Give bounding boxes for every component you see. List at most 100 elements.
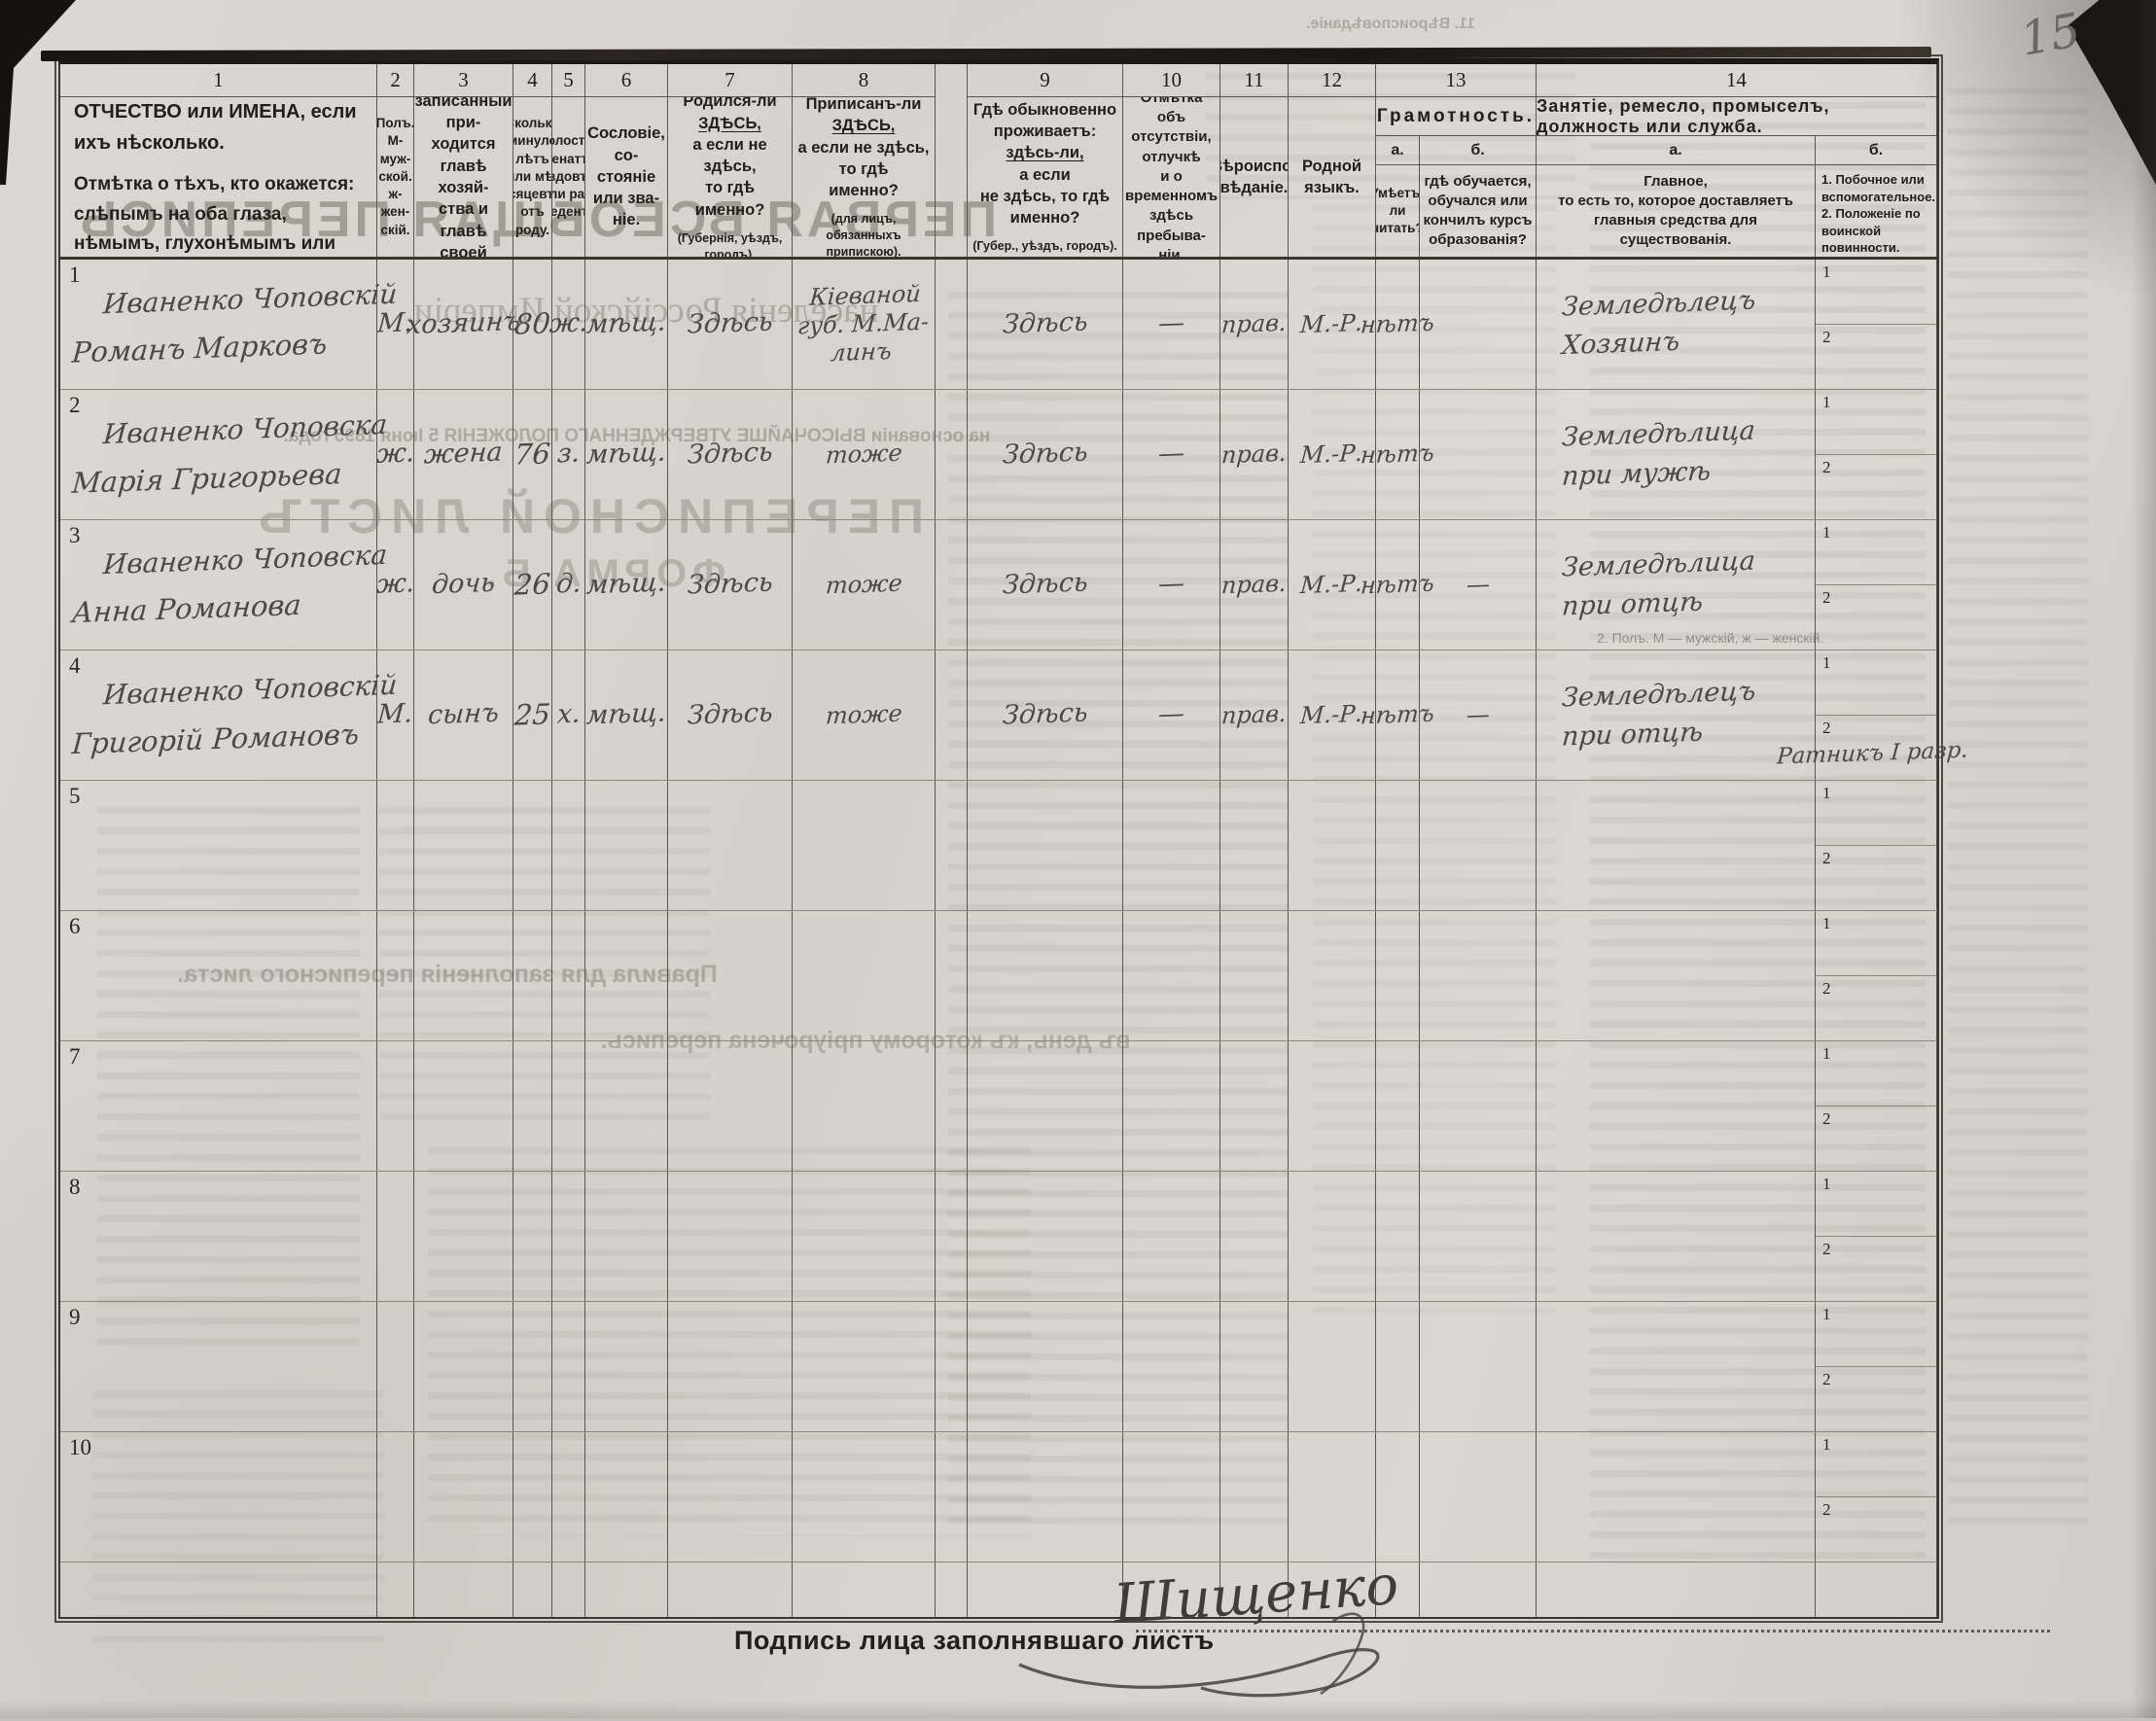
- header-occupation-b-label: б.: [1816, 136, 1937, 165]
- subrow-label: 1: [1822, 523, 1831, 542]
- cell-residence: Здѣсь: [968, 390, 1123, 519]
- entry-occupation-line1: Земледѣлица: [1561, 545, 1756, 583]
- occupation-side-subrow-1: 1: [1816, 781, 1936, 845]
- strip-cell: [513, 1563, 552, 1617]
- strip-cell: [1123, 1563, 1220, 1617]
- cell-religion: [1220, 1041, 1289, 1171]
- cell-residence: Здѣсь: [968, 520, 1123, 650]
- subrow-label: 2: [1822, 849, 1831, 867]
- cell-age: [513, 1432, 552, 1562]
- header-relation: Какъ записанный при- ходится главѣ хозяй…: [414, 97, 513, 257]
- table-row: 1 Иваненко Чоповскій Романъ Марковъ М. х…: [60, 260, 1937, 390]
- cell-age: 25: [513, 650, 552, 780]
- entry-registration: тоже: [824, 699, 903, 730]
- cell-residence: [968, 1302, 1123, 1431]
- occupation-side-subrow-1: 1: [1816, 520, 1936, 584]
- table-row: 6 1 2: [60, 911, 1937, 1041]
- column-number: 8: [793, 64, 936, 97]
- cell-literacy-reads: [1376, 1432, 1420, 1562]
- table-header: 1 2 3 4 5 6 7 8 9 10 11 12 13 14 ФАМИЛІЯ…: [60, 64, 1937, 260]
- entry-registration: тоже: [824, 439, 903, 470]
- strip-cell: [377, 1563, 414, 1617]
- row-number: 3: [69, 523, 81, 547]
- cell-marital: [552, 1432, 585, 1562]
- entry-birthplace: Здѣсь: [686, 306, 774, 340]
- cell-occupation-side: 1 2: [1816, 1302, 1937, 1431]
- table-row: 10 1 2: [60, 1432, 1937, 1563]
- cell-absence: —: [1123, 390, 1220, 519]
- entry-registration: тоже: [824, 569, 903, 600]
- strip-cell: [793, 1563, 936, 1617]
- cell-relation: дочь: [414, 520, 513, 650]
- entry-surname: Иваненко Чоповска: [101, 407, 389, 451]
- entry-marital: х.: [555, 698, 582, 730]
- cell-language: М.-Р.: [1289, 520, 1376, 650]
- entry-occupation-line1: Земледѣлецъ: [1561, 676, 1757, 714]
- header-residence: Гдѣ обыкновенно проживаетъ: здѣсь-ли, а …: [968, 97, 1123, 257]
- entry-language: М.-Р.: [1299, 439, 1364, 470]
- cell-religion: [1220, 911, 1289, 1040]
- entry-given-name: Анна Романова: [70, 587, 302, 630]
- cell-name: 9: [60, 1302, 377, 1431]
- cell-occupation-main: [1537, 1041, 1816, 1171]
- cell-literacy-school: [1420, 781, 1537, 910]
- cell-language: М.-Р.: [1289, 390, 1376, 519]
- header-occupation-side-2: 2. Положеніе по воинской повинности.: [1821, 206, 1921, 256]
- entry-estate: мѣщ.: [585, 437, 668, 471]
- cell-absence: —: [1123, 650, 1220, 780]
- cell-age: 76: [513, 390, 552, 519]
- fold-spacer-cell: [936, 1041, 968, 1171]
- entry-marital: з.: [555, 438, 582, 470]
- subrow-label: 2: [1822, 719, 1831, 737]
- cell-estate: [585, 1041, 668, 1171]
- strip-cell: [1537, 1563, 1816, 1617]
- column-number: 13: [1376, 64, 1537, 97]
- entry-religion: прав.: [1220, 569, 1288, 600]
- header-name-note: Отмѣтка о тѣхъ, кто окажется: слѣпымъ на…: [74, 174, 355, 254]
- cell-birthplace: [668, 1432, 793, 1562]
- strip-cell: [414, 1563, 513, 1617]
- cell-religion: прав.: [1220, 390, 1289, 519]
- header-occupation-a-label: а.: [1537, 136, 1816, 165]
- subrow-label: 2: [1822, 458, 1831, 476]
- cell-religion: [1220, 1302, 1289, 1431]
- signature-dotted-line: [1136, 1630, 2050, 1633]
- occupation-side-subrow-1: 1: [1816, 650, 1936, 715]
- header-birthplace-underlined: ЗДѢСЬ,: [698, 114, 761, 132]
- cell-literacy-reads: нѣтъ: [1360, 520, 1435, 650]
- cell-estate: мѣщ.: [585, 520, 668, 650]
- cell-birthplace: [668, 1041, 793, 1171]
- cell-name: 2 Иваненко Чоповска Марія Григорьева: [60, 390, 388, 519]
- cell-occupation-main: [1537, 911, 1816, 1040]
- cell-religion: прав.: [1220, 650, 1289, 780]
- cell-name: 6: [60, 911, 377, 1040]
- occupation-side-subrow-2: 2: [1816, 454, 1936, 519]
- header-registration: Приписанъ-ли ЗДѢСЬ, а если не здѣсь, то …: [793, 97, 936, 257]
- page-number-handwritten: 15: [2016, 3, 2085, 67]
- cell-language: [1289, 1172, 1376, 1301]
- cell-language: [1289, 911, 1376, 1040]
- entry-age: 25: [512, 697, 552, 732]
- entry-occupation-line2: Хозяинъ: [1560, 326, 1681, 361]
- cell-occupation-side: 1 2: [1816, 1041, 1937, 1171]
- cell-registration: тоже: [793, 650, 936, 780]
- column-number: 6: [585, 64, 668, 97]
- cell-marital: [552, 1041, 585, 1171]
- occupation-side-subrow-2: 2: [1816, 324, 1936, 389]
- subrow-label: 2: [1822, 979, 1831, 998]
- cell-absence: [1123, 1432, 1220, 1562]
- cell-occupation-main: Земледѣлица при отцѣ: [1537, 520, 1816, 650]
- column-number: 10: [1123, 64, 1220, 97]
- entry-religion: прав.: [1220, 308, 1288, 339]
- cell-name: 8: [60, 1172, 377, 1301]
- header-birthplace-note: (Губернія, уѣздъ, городъ).: [677, 230, 783, 257]
- cell-sex: [377, 1172, 414, 1301]
- cell-occupation-main: Земледѣлица при мужѣ: [1537, 390, 1816, 519]
- entry-sex: М.: [376, 698, 414, 730]
- cell-occupation-main: [1537, 1432, 1816, 1562]
- occupation-side-subrow-2: 2 Ратникъ I разр.: [1776, 715, 1969, 780]
- row-number: 7: [69, 1044, 81, 1069]
- cell-sex: М.: [376, 260, 414, 389]
- cell-name: 7: [60, 1041, 377, 1171]
- strip-cell: [968, 1563, 1123, 1617]
